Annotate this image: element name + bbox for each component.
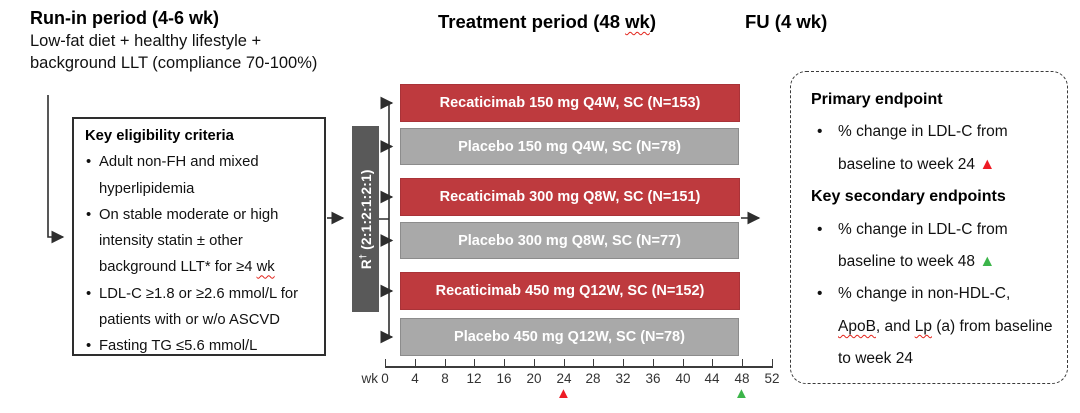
runin-to-eligibility-arrow bbox=[47, 95, 65, 244]
secondary-endpoint-2-post: (a) from baseline to week 24 bbox=[838, 317, 1053, 368]
randomization-box: R† (2:1:2:1:2:1) bbox=[352, 126, 379, 312]
arm-bar-placebo-450: Placebo 450 mg Q12W, SC (N=78) bbox=[400, 318, 739, 356]
followup-title: FU (4 wk) bbox=[745, 11, 828, 32]
axis-tick bbox=[653, 359, 655, 367]
axis-tick-label: 4 bbox=[411, 371, 419, 386]
eligibility-item-4-text: Fasting TG ≤5.6 mmol/L bbox=[99, 338, 258, 355]
arm-bar-label: Placebo 450 mg Q12W, SC (N=78) bbox=[454, 329, 685, 345]
axis-tick bbox=[385, 359, 387, 367]
axis-tick bbox=[534, 359, 536, 367]
bullet-glyph: • bbox=[86, 285, 92, 302]
bullet-glyph: • bbox=[86, 154, 92, 171]
axis-tick-label: 8 bbox=[441, 371, 449, 386]
axis-tick-label: 16 bbox=[496, 371, 512, 386]
eligibility-list: • Adult non-FH and mixed hyperlipidemia •… bbox=[85, 149, 318, 359]
eligibility-item-1-text: Adult non-FH and mixed hyperlipidemia bbox=[99, 154, 259, 197]
secondary-endpoint-2-mid: , and bbox=[875, 317, 915, 335]
arm-bar-recaticimab-450: Recaticimab 450 mg Q12W, SC (N=152) bbox=[400, 272, 740, 310]
axis-tick bbox=[593, 359, 595, 367]
lp-wavy-word: Lp bbox=[914, 317, 932, 335]
axis-tick-label: 40 bbox=[675, 371, 691, 386]
bullet-glyph: • bbox=[86, 338, 92, 355]
axis-tick-label: 44 bbox=[704, 371, 720, 386]
primary-endpoint-text: % change in LDL-C from baseline to week … bbox=[838, 123, 1008, 173]
eligibility-item-2-wavy-word: wk bbox=[256, 259, 275, 276]
axis-tick bbox=[474, 359, 476, 367]
runin-period-section: Run-in period (4-6 wk) Low-fat diet + he… bbox=[30, 5, 390, 74]
eligibility-item-3: • LDL-C ≥1.8 or ≥2.6 mmol/L for patients … bbox=[85, 281, 318, 334]
runin-line1: Low-fat diet + healthy lifestyle + bbox=[30, 32, 262, 50]
eligibility-item-3-text: LDL-C ≥1.8 or ≥2.6 mmol/L for patients w… bbox=[99, 285, 299, 329]
axis-tick bbox=[415, 359, 417, 367]
week-axis-line bbox=[385, 366, 773, 368]
axis-tick bbox=[504, 359, 506, 367]
axis-tick bbox=[683, 359, 685, 367]
axis-tick bbox=[623, 359, 625, 367]
arm-bar-label: Recaticimab 450 mg Q12W, SC (N=152) bbox=[435, 283, 705, 299]
axis-tick-label: 12 bbox=[466, 371, 482, 386]
week48-green-triangle-icon: ▲ bbox=[734, 385, 749, 402]
eligibility-title: Key eligibility criteria bbox=[85, 128, 234, 144]
bullet-glyph: • bbox=[817, 123, 823, 141]
axis-tick-label: 24 bbox=[556, 371, 572, 386]
randomization-branch-trunk bbox=[379, 103, 390, 337]
eligibility-criteria-box: Key eligibility criteria • Adult non-FH a… bbox=[72, 117, 326, 356]
axis-tick-label: 36 bbox=[645, 371, 661, 386]
bullet-glyph: • bbox=[817, 285, 823, 303]
treatment-title-text: Treatment period (48 bbox=[438, 11, 626, 32]
arm-bar-placebo-300: Placebo 300 mg Q8W, SC (N=77) bbox=[400, 222, 739, 259]
week24-red-triangle-icon: ▲ bbox=[556, 385, 571, 402]
secondary-endpoint-item-1: • % change in LDL-C from baseline to week… bbox=[811, 214, 1055, 279]
eligibility-item-1: • Adult non-FH and mixed hyperlipidemia bbox=[85, 149, 318, 202]
axis-tick bbox=[742, 359, 744, 367]
axis-tick-label: 48 bbox=[734, 371, 750, 386]
arm-bar-recaticimab-150: Recaticimab 150 mg Q4W, SC (N=153) bbox=[400, 84, 740, 122]
runin-line2: background LLT (compliance 70-100%) bbox=[30, 53, 318, 72]
randomization-label: R† (2:1:2:1:2:1) bbox=[357, 169, 374, 269]
apob-wavy-word: ApoB bbox=[838, 317, 876, 335]
bullet-glyph: • bbox=[817, 220, 823, 238]
axis-tick bbox=[445, 359, 447, 367]
axis-tick-label: 20 bbox=[526, 371, 542, 386]
secondary-endpoint-2-text: % change in non-HDL-C, bbox=[838, 285, 1011, 303]
axis-tick-label: 52 bbox=[764, 371, 780, 386]
primary-endpoint-item: • % change in LDL-C from baseline to week… bbox=[811, 116, 1055, 181]
bullet-glyph: • bbox=[86, 206, 92, 223]
axis-tick bbox=[712, 359, 714, 367]
randomization-ratio: (2:1:2:1:2:1) bbox=[358, 169, 374, 254]
axis-tick-label: 0 bbox=[381, 371, 389, 386]
arm-bar-label: Recaticimab 300 mg Q8W, SC (N=151) bbox=[439, 189, 701, 205]
arm-bar-label: Recaticimab 150 mg Q4W, SC (N=153) bbox=[439, 95, 701, 111]
endpoints-panel: Primary endpoint • % change in LDL-C from… bbox=[790, 71, 1068, 384]
eligibility-item-4: • Fasting TG ≤5.6 mmol/L bbox=[85, 333, 318, 359]
treatment-title-wavy-word: wk bbox=[625, 11, 650, 32]
secondary-endpoint-1-text: % change in LDL-C from baseline to week … bbox=[838, 220, 1008, 271]
arm-bar-placebo-150: Placebo 150 mg Q4W, SC (N=78) bbox=[400, 128, 739, 165]
randomization-dagger: † bbox=[357, 253, 368, 259]
eligibility-item-2-text: On stable moderate or high intensity sta… bbox=[99, 206, 279, 276]
secondary-endpoint-item-2: • % change in non-HDL-C, ApoB, and Lp (a)… bbox=[811, 278, 1055, 375]
axis-tick-label: 28 bbox=[585, 371, 601, 386]
treatment-period-title: Treatment period (48 wk) bbox=[416, 11, 678, 33]
arm-bar-recaticimab-300: Recaticimab 300 mg Q8W, SC (N=151) bbox=[400, 178, 740, 216]
primary-endpoint-title: Primary endpoint bbox=[811, 91, 943, 108]
arm-bar-label: Placebo 150 mg Q4W, SC (N=78) bbox=[458, 138, 681, 155]
treatment-title-close: ) bbox=[649, 11, 656, 32]
axis-unit-label: wk bbox=[361, 371, 379, 386]
axis-tick bbox=[772, 359, 774, 367]
arm-bar-label: Placebo 300 mg Q8W, SC (N=77) bbox=[458, 232, 681, 249]
green-triangle-icon: ▲ bbox=[979, 253, 996, 271]
axis-tick-label: 32 bbox=[615, 371, 631, 386]
runin-title: Run-in period (4-6 wk) bbox=[30, 8, 219, 28]
randomization-r: R bbox=[358, 258, 374, 269]
red-triangle-icon: ▲ bbox=[979, 155, 996, 173]
eligibility-item-2: • On stable moderate or high intensity st… bbox=[85, 202, 318, 281]
axis-tick bbox=[564, 359, 566, 367]
secondary-endpoints-title: Key secondary endpoints bbox=[811, 188, 1006, 206]
